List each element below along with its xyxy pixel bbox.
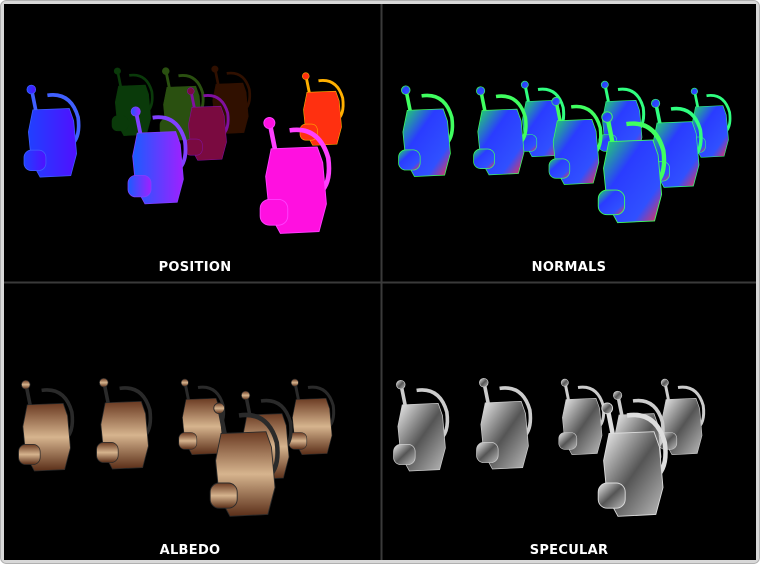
panel-label: NORMALS bbox=[532, 260, 607, 275]
panel-label: SPECULAR bbox=[530, 543, 609, 558]
panel-label: POSITION bbox=[159, 260, 232, 275]
panel-label: ALBEDO bbox=[160, 543, 221, 558]
